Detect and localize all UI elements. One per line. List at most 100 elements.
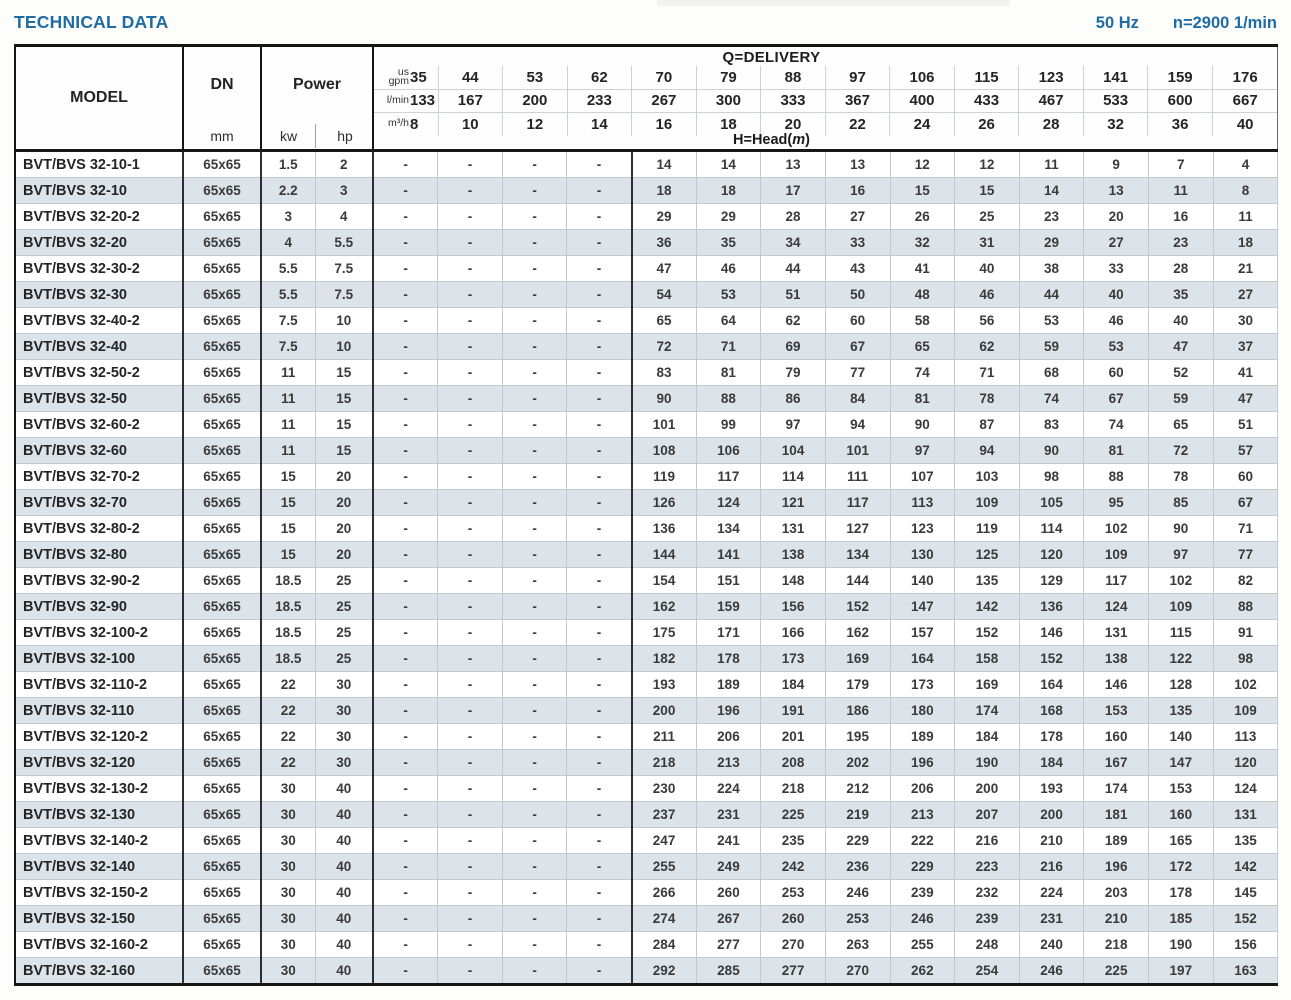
- delivery-value-cell: 79: [697, 66, 762, 89]
- head-cell: 239: [890, 879, 956, 906]
- head-cell: 120: [1019, 541, 1085, 568]
- model-cell: BVT/BVS 32-70: [15, 489, 184, 516]
- kw-cell: 11: [261, 385, 316, 412]
- head-cell: 167: [1083, 749, 1149, 776]
- head-cell: -: [373, 541, 439, 568]
- dn-cell: 65x65: [183, 853, 262, 880]
- head-cell: 47: [1213, 385, 1279, 412]
- head-cell: -: [373, 827, 439, 854]
- head-cell: 47: [631, 255, 697, 282]
- head-cell: -: [502, 853, 568, 880]
- head-cell: 207: [954, 801, 1020, 828]
- head-cell: 18: [631, 177, 697, 204]
- head-cell: 108: [631, 437, 697, 464]
- head-cell: 124: [1213, 775, 1279, 802]
- model-cell: BVT/BVS 32-100: [15, 645, 184, 672]
- head-cell: 203: [1083, 879, 1149, 906]
- hp-cell: 15: [315, 437, 374, 464]
- head-cell: 128: [1148, 671, 1214, 698]
- head-cell: 189: [696, 671, 762, 698]
- model-cell: BVT/BVS 32-90-2: [15, 567, 184, 594]
- head-cell: -: [373, 879, 439, 906]
- head-cell: 109: [1148, 593, 1214, 620]
- dn-cell: 65x65: [183, 489, 262, 516]
- head-cell: 8: [1213, 177, 1279, 204]
- head-cell: 157: [890, 619, 956, 646]
- table-header: MODEL DN mm Power kw hp Q=DELIVERY us: [15, 45, 1278, 152]
- dn-cell: 65x65: [183, 879, 262, 906]
- head-cell: 180: [890, 697, 956, 724]
- delivery-value: 35: [410, 68, 427, 86]
- head-cell: 210: [1083, 905, 1149, 932]
- head-cell: 18: [696, 177, 762, 204]
- head-cell: 114: [1019, 515, 1085, 542]
- head-cell: -: [566, 255, 633, 282]
- hp-cell: 40: [315, 801, 374, 828]
- head-cell: 152: [1019, 645, 1085, 672]
- dn-header-label: DN: [210, 76, 234, 93]
- head-cell: 59: [1148, 385, 1214, 412]
- delivery-value-cell: 22: [826, 113, 891, 136]
- dn-cell: 65x65: [183, 333, 262, 360]
- delivery-value-cell: 10: [439, 113, 504, 136]
- table-row: BVT/BVS 32-70 65x65 15 20- - - -126 124 121 117 11…: [15, 489, 1279, 516]
- head-cell: -: [373, 411, 439, 438]
- head-cell: -: [373, 281, 439, 308]
- head-cell: 222: [890, 827, 956, 854]
- model-cell: BVT/BVS 32-10: [15, 177, 184, 204]
- hp-cell: 20: [315, 515, 374, 542]
- head-cell: 88: [696, 385, 762, 412]
- head-cell: 160: [1148, 801, 1214, 828]
- kw-cell: 4: [261, 229, 316, 256]
- head-cell: 277: [760, 957, 826, 985]
- head-cell: 16: [825, 177, 891, 204]
- kw-cell: 18.5: [261, 593, 316, 620]
- head-cell: 156: [760, 593, 826, 620]
- head-cell: 229: [890, 853, 956, 880]
- head-cell: -: [373, 333, 439, 360]
- head-cell: -: [502, 645, 568, 672]
- table-row: BVT/BVS 32-60-2 65x65 11 15- - - -101 99 97 94 90 8…: [15, 411, 1279, 438]
- delivery-value-cell: 433: [955, 89, 1020, 112]
- head-cell: 206: [696, 723, 762, 750]
- head-cell: -: [566, 385, 633, 412]
- head-cell: 101: [825, 437, 891, 464]
- head-cell: 67: [825, 333, 891, 360]
- dn-cell: 65x65: [183, 671, 262, 698]
- hp-cell: 20: [315, 541, 374, 568]
- kw-cell: 11: [261, 411, 316, 438]
- head-cell: 173: [760, 645, 826, 672]
- head-cell: 17: [760, 177, 826, 204]
- head-cell: 40: [954, 255, 1020, 282]
- head-cell: 184: [1019, 749, 1085, 776]
- head-cell: 285: [696, 957, 762, 985]
- kw-cell: 18.5: [261, 567, 316, 594]
- head-cell: 71: [1213, 515, 1279, 542]
- head-cell: 232: [954, 879, 1020, 906]
- model-cell: BVT/BVS 32-20-2: [15, 203, 184, 230]
- head-cell: 29: [631, 203, 697, 230]
- head-cell: -: [566, 411, 633, 438]
- head-cell: 218: [760, 775, 826, 802]
- head-cell: 31: [954, 229, 1020, 256]
- head-cell: 255: [890, 931, 956, 958]
- model-cell: BVT/BVS 32-30-2: [15, 255, 184, 282]
- head-cell: 97: [1148, 541, 1214, 568]
- head-cell: -: [437, 385, 503, 412]
- head-cell: 211: [631, 723, 697, 750]
- model-cell: BVT/BVS 32-120: [15, 749, 184, 776]
- head-cell: -: [566, 593, 633, 620]
- delivery-value: 133: [410, 92, 436, 110]
- head-cell: 18: [1213, 229, 1279, 256]
- head-cell: -: [437, 749, 503, 776]
- head-cell: 200: [954, 775, 1020, 802]
- head-cell: 159: [696, 593, 762, 620]
- head-cell: 52: [1148, 359, 1214, 386]
- head-cell: -: [502, 359, 568, 386]
- head-cell: 77: [825, 359, 891, 386]
- delivery-value-cell: 24: [890, 113, 955, 136]
- head-cell: 154: [631, 567, 697, 594]
- hp-cell: 40: [315, 827, 374, 854]
- head-cell: 101: [631, 411, 697, 438]
- delivery-value-cell: 44: [439, 66, 504, 89]
